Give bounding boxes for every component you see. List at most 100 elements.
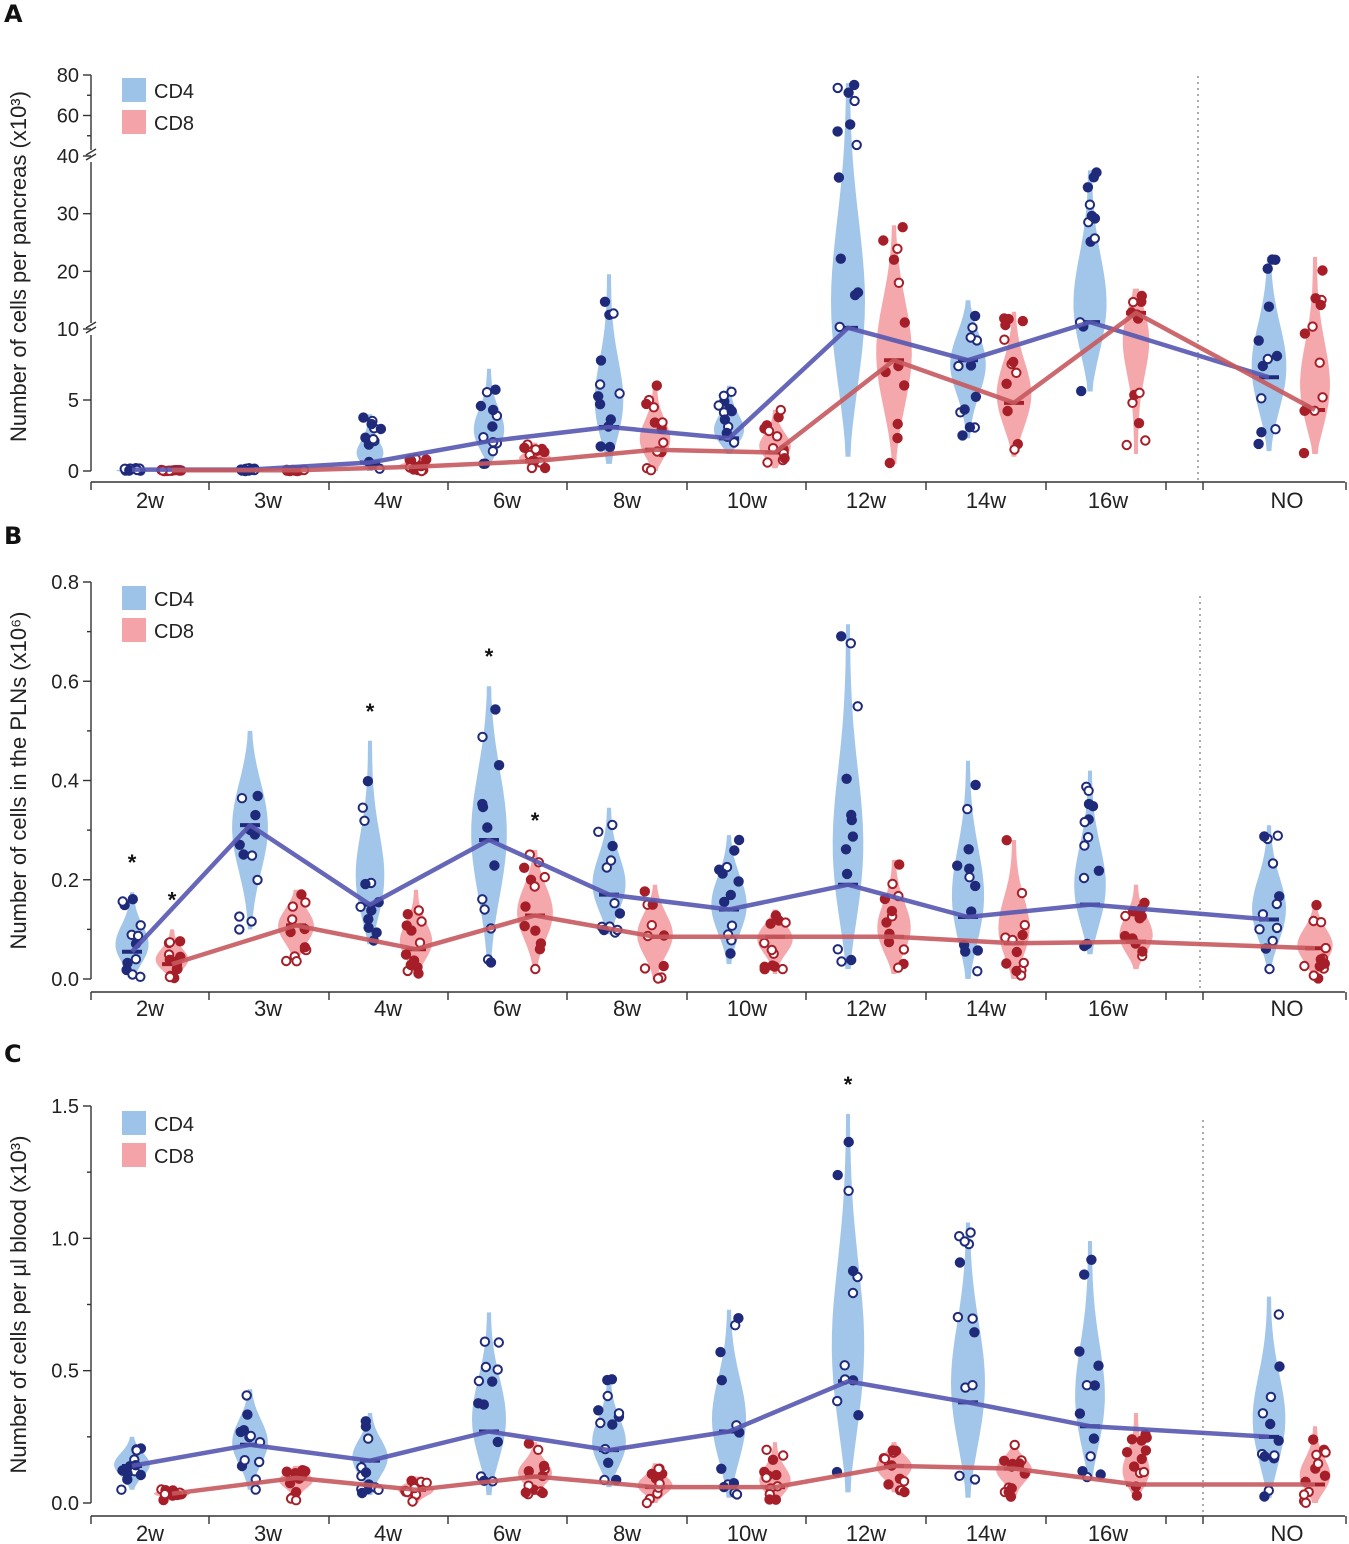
data-point xyxy=(538,1460,550,1472)
data-point xyxy=(833,172,845,183)
data-point xyxy=(360,878,371,890)
data-point xyxy=(1264,963,1275,975)
data-point xyxy=(607,840,618,852)
data-point xyxy=(1314,357,1325,368)
data-point xyxy=(777,963,788,975)
y-tick-label: 10 xyxy=(57,319,79,341)
data-point xyxy=(847,831,859,842)
legend-swatch-cd8 xyxy=(122,618,146,642)
data-point xyxy=(731,1489,743,1500)
data-point xyxy=(159,1488,171,1500)
data-point xyxy=(965,332,976,343)
data-point xyxy=(1089,233,1101,244)
data-point xyxy=(122,957,133,969)
data-point xyxy=(713,400,724,411)
data-point xyxy=(1271,350,1283,362)
data-point xyxy=(290,1486,302,1498)
data-point xyxy=(1086,1254,1097,1266)
data-point xyxy=(969,1327,980,1338)
data-point xyxy=(1134,913,1145,924)
data-point xyxy=(475,400,487,412)
data-point xyxy=(239,1455,250,1466)
legend-swatch-cd4 xyxy=(122,1111,146,1135)
legend-label-cd4: CD4 xyxy=(154,589,194,611)
data-point xyxy=(1310,293,1321,304)
data-point xyxy=(886,905,898,917)
data-point xyxy=(834,321,845,333)
data-point xyxy=(1311,899,1322,911)
data-point xyxy=(402,909,413,920)
violin-cd4-4w xyxy=(355,740,385,945)
data-point xyxy=(775,404,786,416)
data-point xyxy=(489,860,500,871)
data-point xyxy=(539,462,551,474)
legend-swatch-cd4 xyxy=(122,586,146,610)
data-point xyxy=(1089,213,1101,224)
data-point xyxy=(1253,335,1264,346)
data-point xyxy=(135,920,146,931)
data-point xyxy=(535,938,547,949)
legend-label-cd4: CD4 xyxy=(154,81,194,103)
data-point xyxy=(892,243,903,255)
data-point xyxy=(1319,1470,1331,1482)
legend-label-cd8: CD8 xyxy=(154,621,194,643)
data-point xyxy=(1257,1408,1269,1419)
data-point xyxy=(523,1466,534,1477)
data-point xyxy=(1001,378,1012,389)
data-point xyxy=(1017,929,1028,941)
data-point xyxy=(1269,1450,1280,1461)
data-point xyxy=(477,731,488,743)
data-point xyxy=(770,1494,782,1505)
y-tick-label: 20 xyxy=(57,261,79,283)
data-point xyxy=(300,897,311,908)
data-point xyxy=(771,1469,782,1481)
data-point xyxy=(127,894,139,905)
violin-cd4-16w xyxy=(1073,170,1107,392)
x-tick-label: 3w xyxy=(254,996,282,1021)
data-point xyxy=(487,1376,498,1387)
y-axis-title: Number of cells in the PLNs (x10⁶) xyxy=(6,612,31,950)
data-point xyxy=(368,434,379,445)
data-point xyxy=(970,880,981,892)
data-point xyxy=(1270,424,1281,435)
data-point xyxy=(719,414,731,425)
data-point xyxy=(1140,1445,1152,1456)
data-point xyxy=(729,845,740,856)
data-point xyxy=(416,916,427,927)
data-point xyxy=(718,390,730,401)
data-point xyxy=(853,1410,864,1421)
x-tick-label: 8w xyxy=(613,996,641,1021)
data-point xyxy=(1317,392,1328,403)
data-point xyxy=(1317,265,1328,276)
data-point xyxy=(363,914,374,925)
data-point xyxy=(1128,296,1139,308)
data-point xyxy=(765,918,776,929)
data-point xyxy=(759,937,770,949)
data-point xyxy=(957,430,968,441)
data-point xyxy=(607,819,618,831)
data-point xyxy=(594,399,606,410)
data-point xyxy=(477,801,489,813)
x-tick-label: 3w xyxy=(254,488,282,513)
data-point xyxy=(477,894,488,905)
data-point xyxy=(878,235,889,246)
data-point xyxy=(1134,387,1145,398)
trend-line-cd4 xyxy=(131,1379,1270,1469)
data-point xyxy=(281,955,292,967)
data-point xyxy=(646,920,657,931)
data-point xyxy=(358,412,369,423)
data-point xyxy=(490,704,501,715)
data-point xyxy=(846,954,857,966)
data-point xyxy=(726,406,737,417)
data-point xyxy=(250,809,261,821)
data-point xyxy=(658,960,669,972)
data-point xyxy=(252,790,263,802)
y-tick-label: 5 xyxy=(68,390,79,412)
data-point xyxy=(407,1496,418,1507)
data-point xyxy=(1093,1360,1104,1371)
data-point xyxy=(363,922,374,933)
legend-label-cd8: CD8 xyxy=(154,113,194,135)
data-point xyxy=(234,911,245,922)
data-point xyxy=(879,1453,891,1465)
